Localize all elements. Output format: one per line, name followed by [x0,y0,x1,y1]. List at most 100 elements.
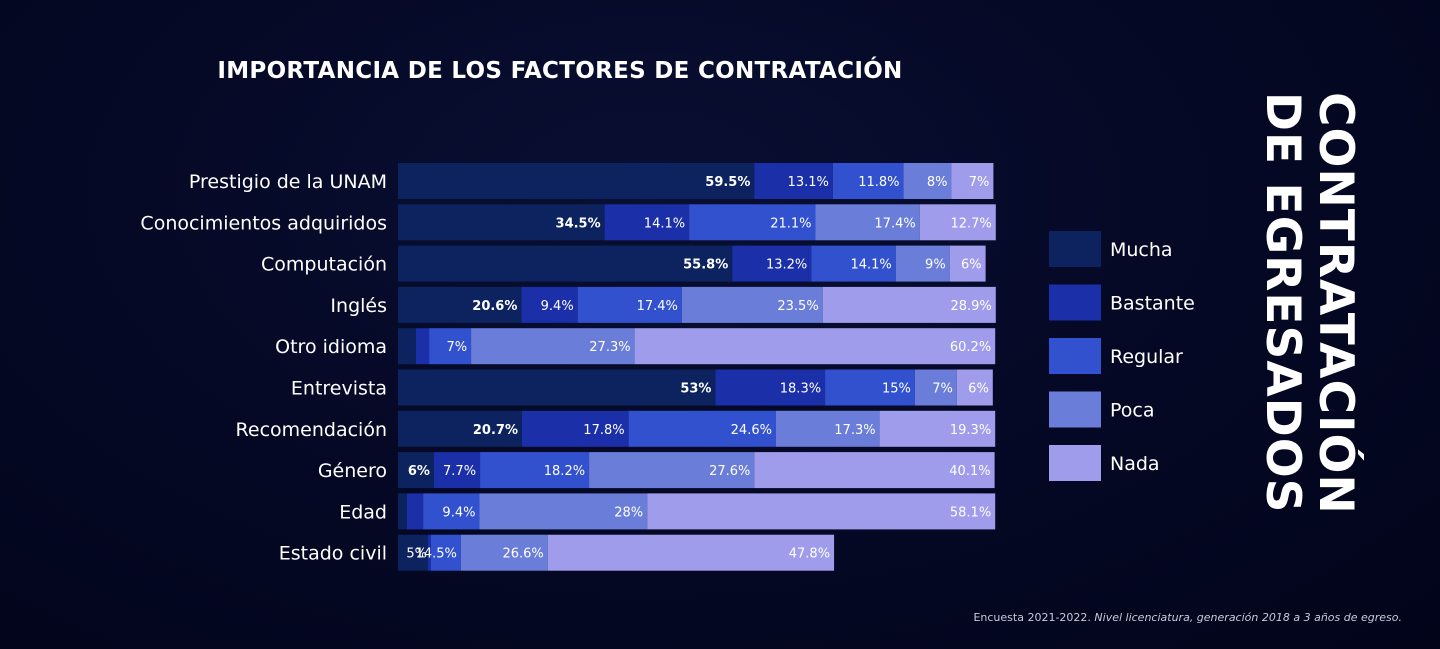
bar-ingles-bastante [521,286,578,323]
bar-computacion-regular [811,245,896,282]
side-title-line1: CONTRATACIÓN [1308,92,1363,515]
data-label-genero-nada: 40.1% [949,464,990,479]
legend-swatch-nada [1049,445,1101,481]
bar-entrevista-poca [914,369,957,406]
category-label-prestigio-de-la-unam: Prestigio de la UNAM [189,171,387,193]
bar-conocimientos-adquiridos-bastante [604,204,690,241]
data-label-prestigio-de-la-unam-mucha: 59.5% [705,175,750,190]
data-label-entrevista-nada: 6% [968,382,989,397]
data-label-estado-civil-poca: 26.6% [502,547,543,562]
data-label-entrevista-regular: 15% [882,382,911,397]
data-label-recomendacion-regular: 24.6% [731,423,772,438]
bar-estado-civil-bastante [427,534,431,571]
data-label-genero-bastante: 7.7% [443,464,476,479]
bar-prestigio-de-la-unam-poca [903,163,952,199]
data-label-estado-civil-regular: 14.5% [416,547,457,562]
bar-conocimientos-adquiridos-mucha [398,204,605,241]
bar-conocimientos-adquiridos-nada [919,204,996,241]
data-label-genero-poca: 27.6% [709,464,750,479]
data-label-entrevista-poca: 7% [932,382,953,397]
footnote-normal: Encuesta 2021-2022. [973,611,1095,624]
bar-computacion-poca [895,245,950,282]
data-label-computacion-mucha: 55.8% [683,258,728,273]
bar-otro-idioma-regular [429,328,472,365]
data-label-entrevista-mucha: 53% [680,382,711,397]
bar-genero-nada [754,452,995,489]
bar-edad-nada [647,493,996,530]
bar-conocimientos-adquiridos-poca [815,204,920,241]
bar-conocimientos-adquiridos-regular [689,204,816,241]
bar-recomendacion-nada [879,410,996,447]
bar-ingles-poca [681,286,823,323]
bar-otro-idioma-poca [471,328,635,365]
bar-estado-civil-nada [547,534,835,571]
bar-genero-bastante [433,452,481,489]
side-title-line2: DE EGRESADOS [1255,92,1310,514]
bar-computacion-mucha [398,245,733,282]
data-label-estado-civil-bastante: 5% [406,547,427,562]
data-label-conocimientos-adquiridos-mucha: 34.5% [556,216,601,231]
data-label-entrevista-bastante: 18.3% [780,382,821,397]
data-label-computacion-nada: 6% [961,258,982,273]
legend-label-bastante: Bastante [1110,293,1195,315]
data-label-prestigio-de-la-unam-poca: 8% [927,175,948,190]
category-label-recomendacion: Recomendación [236,419,387,441]
data-label-recomendacion-poca: 17.3% [834,423,875,438]
data-label-otro-idioma-nada: 60.2% [950,340,991,355]
bar-recomendacion-bastante [521,410,629,447]
bar-computacion-nada [949,245,986,282]
data-label-computacion-bastante: 13.2% [766,258,807,273]
bar-edad-poca [479,493,648,530]
bar-entrevista-mucha [398,369,716,406]
bar-recomendacion-poca [775,410,880,447]
bar-entrevista-nada [956,369,993,406]
category-label-genero: Género [318,460,387,482]
legend-label-regular: Regular [1110,346,1183,368]
bar-estado-civil-mucha [398,534,428,571]
legend-swatch-regular [1049,338,1101,374]
data-label-edad-regular: 9.4% [442,505,475,520]
data-label-conocimientos-adquiridos-regular: 21.1% [770,216,811,231]
bar-otro-idioma-mucha [398,328,416,365]
bar-estado-civil-poca [460,534,548,571]
bar-recomendacion-regular [628,410,776,447]
legend-swatch-bastante [1049,284,1101,321]
category-label-ingles: Inglés [330,295,387,317]
bar-edad-mucha [398,493,407,530]
bar-edad-bastante [406,493,424,530]
bar-genero-mucha [398,452,434,489]
legend-label-nada: Nada [1110,453,1160,475]
data-label-conocimientos-adquiridos-nada: 12.7% [950,216,991,231]
data-label-conocimientos-adquiridos-bastante: 14.1% [644,216,685,231]
category-label-edad: Edad [339,501,387,523]
data-label-prestigio-de-la-unam-nada: 7% [969,175,990,190]
footnote-italic: Nivel licenciatura, generación 2018 a 3 … [1094,611,1402,624]
chart-title: IMPORTANCIA DE LOS FACTORES DE CONTRATAC… [217,58,903,84]
data-label-edad-nada: 58.1% [950,505,991,520]
data-label-otro-idioma-poca: 27.3% [589,340,630,355]
data-label-recomendacion-mucha: 20.7% [473,423,518,438]
data-label-prestigio-de-la-unam-regular: 11.8% [858,175,899,190]
side-title: CONTRATACIÓN DE EGRESADOS [1255,92,1363,515]
bar-otro-idioma-bastante [415,328,430,365]
data-label-computacion-poca: 9% [925,258,946,273]
bar-genero-poca [589,452,755,489]
bar-prestigio-de-la-unam-mucha [398,163,755,199]
bar-ingles-mucha [398,286,522,323]
data-label-ingles-mucha: 20.6% [472,299,517,314]
data-label-prestigio-de-la-unam-bastante: 13.1% [788,175,829,190]
data-label-ingles-nada: 28.9% [950,299,991,314]
bar-otro-idioma-nada [634,328,996,365]
data-label-genero-mucha: 6% [408,464,430,479]
category-label-estado-civil: Estado civil [279,543,387,565]
bar-ingles-nada [822,286,996,323]
bar-estado-civil-regular [430,534,461,571]
data-label-genero-regular: 18.2% [544,464,585,479]
data-label-ingles-bastante: 9.4% [541,299,574,314]
bar-prestigio-de-la-unam-bastante [754,163,833,199]
data-label-computacion-regular: 14.1% [850,258,891,273]
bar-prestigio-de-la-unam-nada [951,163,994,199]
legend-swatch-mucha [1049,231,1101,267]
bar-entrevista-regular [825,369,915,406]
category-label-otro-idioma: Otro idioma [275,336,387,358]
